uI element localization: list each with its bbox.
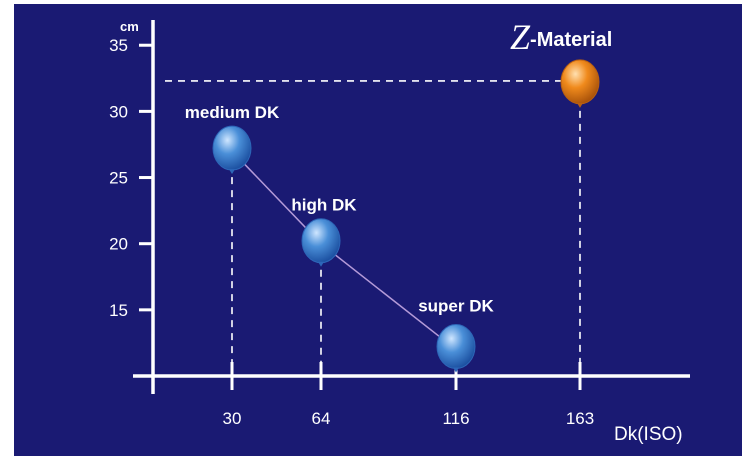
data-point-2 (301, 218, 341, 267)
z-glyph: Z (510, 17, 531, 57)
x-tick-label: 64 (312, 409, 331, 428)
z-word: -Material (530, 29, 612, 51)
y-axis-unit: cm (120, 19, 139, 34)
y-tick-label: 25 (109, 169, 128, 188)
x-tick-label: 163 (566, 409, 594, 428)
x-axis-label: Dk(ISO) (614, 424, 683, 445)
data-point-1 (212, 125, 252, 175)
point-label: super DK (418, 297, 494, 316)
point-label: medium DK (185, 103, 280, 122)
x-tick-label: 116 (442, 409, 469, 428)
data-points (212, 59, 600, 373)
y-tick-label: 20 (109, 235, 128, 254)
point-marker (560, 59, 600, 105)
point-marker-knot (318, 261, 324, 267)
chart-background (14, 4, 742, 456)
point-label: high DK (291, 196, 357, 215)
point-marker-knot (229, 169, 235, 175)
y-tick-label: 30 (109, 102, 128, 121)
point-marker (301, 218, 341, 264)
point-marker (436, 324, 476, 370)
data-point-4 (560, 59, 600, 108)
text-labels: cm 15 20 25 30 35 30 64 116 163 Dk(ISO) medium DK hi… (109, 17, 683, 445)
series-connector (320, 243, 457, 351)
point-marker-knot (453, 367, 459, 373)
point-marker-knot (577, 102, 583, 108)
y-tick-label: 15 (109, 301, 128, 320)
point-marker (212, 125, 252, 171)
y-tick-label: 35 (109, 36, 128, 55)
data-point-3 (436, 324, 476, 373)
x-tick-label: 30 (223, 409, 242, 428)
axes (133, 20, 690, 394)
point-label-z-material: Z-Material (510, 17, 612, 57)
